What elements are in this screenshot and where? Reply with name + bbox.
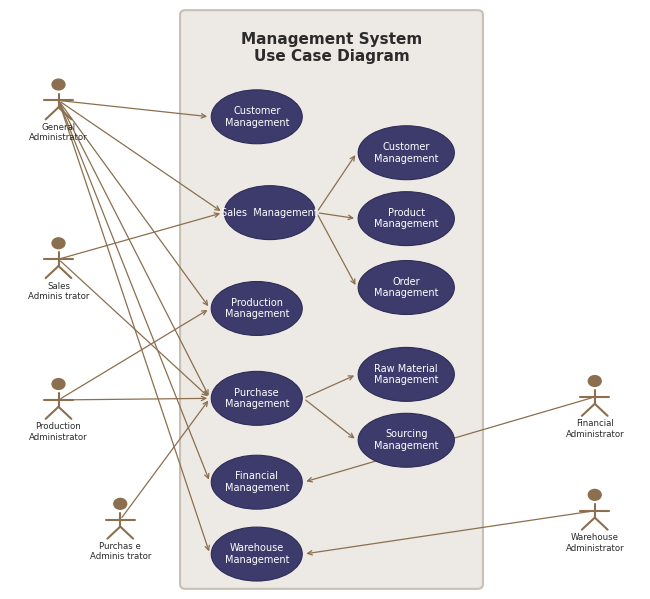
Text: General
Administrator: General Administrator (29, 123, 88, 142)
Ellipse shape (211, 90, 302, 144)
Text: Production
Management: Production Management (224, 298, 289, 319)
Ellipse shape (358, 261, 454, 314)
Ellipse shape (211, 371, 302, 425)
Text: Customer
Management: Customer Management (374, 142, 439, 164)
Ellipse shape (52, 379, 65, 389)
Text: Sales  Management: Sales Management (222, 208, 318, 217)
Text: Management System
Use Case Diagram: Management System Use Case Diagram (241, 32, 422, 64)
Ellipse shape (52, 238, 65, 249)
Text: Purchas e
Adminis trator: Purchas e Adminis trator (90, 542, 151, 561)
Text: Customer
Management: Customer Management (224, 106, 289, 128)
Ellipse shape (588, 489, 601, 500)
Text: Order
Management: Order Management (374, 277, 439, 298)
Text: Warehouse
Administrator: Warehouse Administrator (566, 533, 624, 552)
Text: Product
Management: Product Management (374, 208, 439, 229)
Text: Sales
Adminis trator: Sales Adminis trator (28, 282, 89, 301)
Text: Financial
Management: Financial Management (224, 471, 289, 493)
Ellipse shape (358, 413, 454, 467)
Ellipse shape (588, 376, 601, 386)
Text: Sourcing
Management: Sourcing Management (374, 429, 439, 451)
FancyBboxPatch shape (180, 10, 483, 589)
Ellipse shape (211, 282, 302, 335)
Ellipse shape (52, 79, 65, 90)
Text: Production
Administrator: Production Administrator (29, 422, 88, 441)
Ellipse shape (358, 126, 454, 180)
Text: Raw Material
Management: Raw Material Management (374, 364, 439, 385)
Ellipse shape (114, 498, 127, 509)
Ellipse shape (224, 186, 315, 240)
Ellipse shape (358, 347, 454, 401)
Ellipse shape (211, 527, 302, 581)
Text: Financial
Administrator: Financial Administrator (566, 419, 624, 438)
Ellipse shape (211, 455, 302, 509)
Ellipse shape (358, 192, 454, 246)
Text: Purchase
Management: Purchase Management (224, 388, 289, 409)
Text: Warehouse
Management: Warehouse Management (224, 543, 289, 565)
